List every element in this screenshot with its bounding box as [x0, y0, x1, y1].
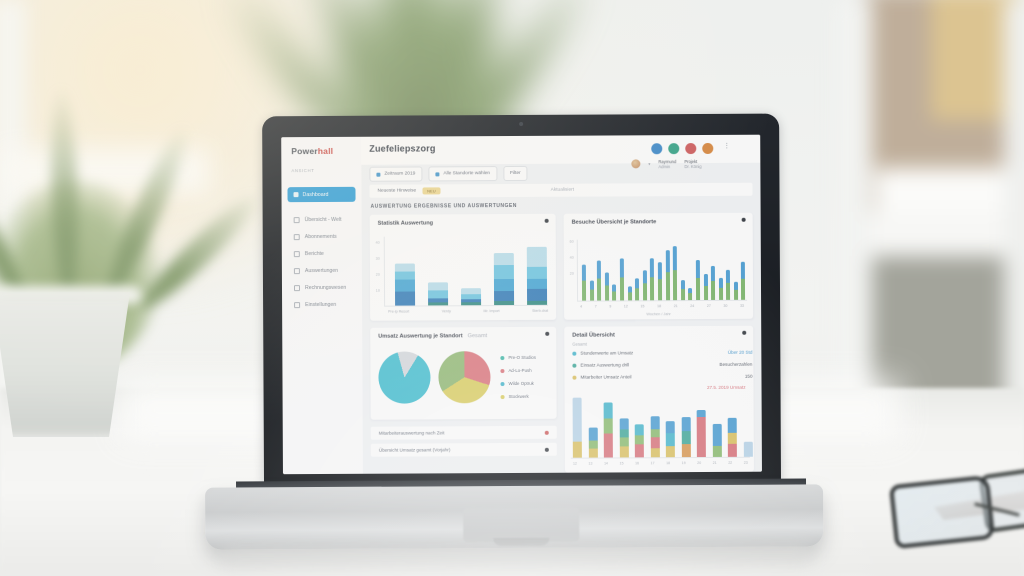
bar-chart [576, 238, 748, 302]
main-area: Zuefeliepszorg ⋮ ▾ [361, 134, 762, 474]
notice-row[interactable]: Neueste Hinweise NEU Aktualisiert [369, 182, 753, 198]
laptop-screen: Powerhall ANSICHT Dashboard Übersicht - … [281, 134, 762, 475]
sidebar-item-0[interactable]: Übersicht - Welt [288, 213, 360, 227]
webcam-dot-icon [518, 121, 523, 126]
x-axis-labels: 12 13 14 15 16 17 18 19 20 21 22 23 [572, 460, 748, 466]
bar-chart [570, 395, 753, 459]
legend-item: Stockwerk [500, 394, 537, 399]
legend-item: Pre-O Studios [500, 355, 536, 360]
sidebar-item-3[interactable]: Auswertungen [288, 264, 360, 278]
detail-row-2[interactable]: Mitarbeiter Umsatz Anteil 150 [572, 374, 752, 380]
notice-text: Neueste Hinweise [377, 188, 417, 194]
y-axis: 60 40 20 [569, 239, 574, 276]
filter-bar: Zeitraum 2019 Alle Standorte wählen Filt… [369, 165, 528, 182]
nav-icon [293, 234, 300, 241]
detail-row-1[interactable]: Einsatz Auswertung drill Besucherzahlen [572, 362, 752, 368]
pie-legend: Pre-O Studios Ad-Lo-Push Wilde Optruk St… [500, 355, 536, 407]
card-statistics: Statistik Auswertung 40 30 20 10 Pre-ip Res… [369, 213, 557, 321]
detail-link[interactable]: 27.5. 2019 Umsatz [706, 384, 746, 390]
overflow-menu-icon[interactable]: ⋮ [723, 142, 731, 150]
report-row-1[interactable]: Mitarbeiterauswertung nach Zeit [370, 425, 557, 440]
eyeglasses [878, 464, 1024, 558]
sidebar: Powerhall ANSICHT Dashboard Übersicht - … [281, 136, 364, 475]
laptop-screen-bezel: Powerhall ANSICHT Dashboard Übersicht - … [262, 113, 782, 485]
axis-caption: Wochen / Jahr [646, 312, 671, 317]
sidebar-section-label: ANSICHT [291, 168, 315, 174]
card-title: Besuche Übersicht je Standorte [571, 219, 657, 226]
card-sublabel: Gesamt [572, 341, 587, 347]
sidebar-item-label: Dashboard [302, 191, 329, 198]
user-sub: Admin [658, 164, 671, 170]
red-circle-icon[interactable] [685, 143, 697, 155]
filter-chip-date[interactable]: Zeitraum 2019 [369, 166, 423, 182]
nav-icon [293, 285, 301, 292]
report-row-2[interactable]: Übersicht Umsatz gesamt (Vorjahr) [370, 442, 557, 457]
notice-badge: NEU [422, 187, 441, 195]
card-revenue-pies: Umsatz Auswertung je Standort Gesamt Pre-… [370, 326, 557, 420]
card-note: Gesamt [467, 333, 488, 340]
x-axis-labels: 4 7 9 12 15 18 21 24 27 30 33 [580, 303, 745, 309]
notice-center-note: Aktualisiert [550, 187, 575, 193]
filter-chip-location[interactable]: Alle Standorte wählen [428, 166, 498, 182]
sidebar-item-4[interactable]: Rechnungswesen [288, 281, 360, 295]
lid-notch [493, 537, 550, 547]
legend-item: Ad-Lo-Push [500, 368, 536, 373]
card-menu-icon[interactable] [545, 331, 550, 336]
avatar [631, 159, 641, 169]
card-detail: Detail Übersicht Gesamt Stundenwerte am … [564, 325, 754, 473]
sidebar-item-active[interactable]: Dashboard [287, 186, 356, 203]
nav-icon [294, 302, 301, 309]
status-dot [544, 430, 549, 435]
pie-chart-1 [378, 351, 431, 404]
user-sub-2: Dr. König [684, 164, 702, 170]
laptop-reflection [221, 546, 812, 566]
nav-icon [293, 268, 300, 275]
location-icon [435, 171, 440, 176]
header-app-icons [651, 142, 714, 155]
card-title: Statistik Auswertung [377, 220, 434, 227]
page-title: Zuefeliepszorg [369, 143, 436, 154]
chevron-down-icon: ▾ [648, 161, 651, 167]
y-axis: 40 30 20 10 [375, 240, 381, 293]
bar-chart [383, 235, 549, 307]
section-heading: AUSWERTUNG ERGEBNISSE UND AUSWERTUNGEN [370, 202, 517, 210]
user-menu[interactable]: ▾ Raymund Admin Projekt Dr. König [631, 159, 702, 170]
card-title: Detail Übersicht [572, 332, 615, 339]
orange-circle-icon[interactable] [702, 142, 714, 155]
plant-pot [0, 292, 130, 437]
card-menu-icon[interactable] [741, 217, 746, 222]
nav-icon [293, 251, 300, 258]
green-circle-icon[interactable] [668, 143, 680, 155]
card-menu-icon[interactable] [742, 330, 747, 335]
x-axis-labels: Pre-ip Resort Verdy Mr. Import Sterb-drat [388, 308, 549, 314]
app-logo[interactable]: Powerhall [291, 145, 334, 157]
calendar-icon [376, 172, 381, 177]
laptop-base [205, 484, 824, 550]
card-title: Umsatz Auswertung je Standort [378, 333, 463, 340]
sidebar-item-2[interactable]: Berichte [288, 247, 360, 261]
dashboard-app: Powerhall ANSICHT Dashboard Übersicht - … [281, 134, 762, 475]
filter-chip-more[interactable]: Filter [502, 165, 528, 182]
blue-circle-icon[interactable] [651, 143, 663, 155]
dashboard-icon [293, 192, 299, 198]
sidebar-item-1[interactable]: Abonnements [288, 230, 360, 244]
eyeglasses-lens-left [888, 474, 996, 550]
nav-icon [293, 217, 300, 224]
pie-chart-2 [438, 351, 491, 404]
card-menu-icon[interactable] [544, 218, 549, 223]
detail-row-0[interactable]: Stundenwerte am Umsatz Über 20 Std [572, 350, 752, 356]
sidebar-item-5[interactable]: Einstellungen [288, 298, 360, 312]
status-dot [544, 447, 549, 452]
legend-item: Wilde Optruk [500, 381, 536, 386]
